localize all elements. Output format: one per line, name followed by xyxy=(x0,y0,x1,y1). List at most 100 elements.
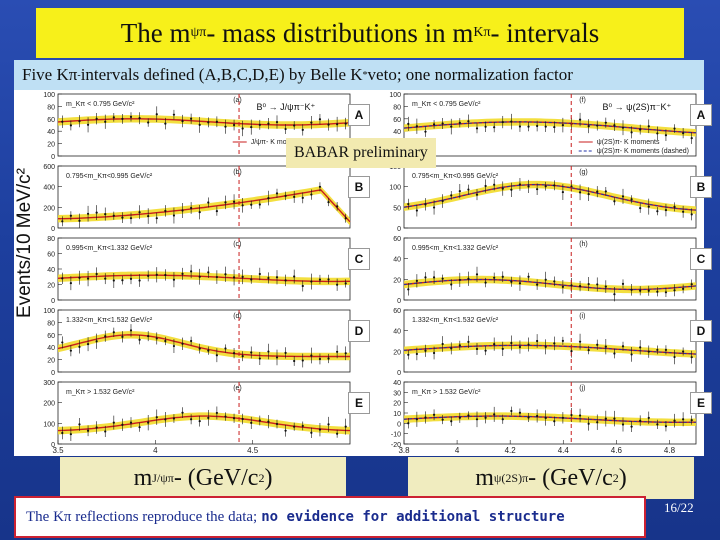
data-point xyxy=(510,188,513,191)
data-point xyxy=(561,123,564,127)
data-point xyxy=(86,123,90,126)
data-point xyxy=(250,351,253,354)
data-point xyxy=(518,411,522,414)
data-point xyxy=(432,123,436,126)
data-point xyxy=(407,122,410,125)
data-point xyxy=(129,277,133,280)
data-point xyxy=(215,210,218,213)
fit-curve-dashed xyxy=(403,121,697,134)
data-point xyxy=(86,212,90,215)
data-point xyxy=(336,283,339,286)
data-point xyxy=(327,278,330,281)
data-point xyxy=(501,347,504,350)
y-tick-label: 200 xyxy=(43,205,55,212)
x-tick-label: 4 xyxy=(153,446,158,455)
data-point xyxy=(327,123,330,126)
data-point xyxy=(536,124,539,128)
data-point xyxy=(138,338,141,341)
y-tick-label: 100 xyxy=(389,185,401,192)
data-point xyxy=(121,335,124,338)
y-tick-label: 0 xyxy=(397,298,401,305)
fit-curve xyxy=(57,118,351,126)
data-point xyxy=(275,356,279,359)
y-tick-label: 100 xyxy=(43,92,55,99)
data-point xyxy=(604,190,607,193)
data-point xyxy=(147,274,150,277)
data-point xyxy=(336,350,339,353)
x-axis-label-left: m J/ψπ - (GeV/c 2) xyxy=(60,457,346,499)
data-point xyxy=(415,418,418,421)
y-tick-label: 40 xyxy=(393,380,401,387)
data-point xyxy=(544,125,547,128)
interval-label-d: D xyxy=(348,320,370,342)
data-point xyxy=(112,214,115,217)
data-point xyxy=(164,209,167,212)
y-tick-label: 60 xyxy=(47,333,55,340)
data-point xyxy=(613,200,616,203)
data-point xyxy=(241,417,244,421)
data-point xyxy=(293,275,296,278)
data-point xyxy=(664,425,668,428)
y-tick-label: 100 xyxy=(43,308,55,315)
data-point xyxy=(138,426,141,429)
y-tick-label: 0 xyxy=(51,298,55,305)
data-point xyxy=(604,345,607,348)
data-point xyxy=(112,421,115,424)
data-point xyxy=(647,125,650,128)
interval-cut-label: m_Kπ < 0.795 GeV/c² xyxy=(66,101,135,108)
data-point xyxy=(284,429,287,432)
legend-entry: J/ψπ- K moments xyxy=(251,139,306,146)
data-point xyxy=(336,432,339,435)
data-point xyxy=(475,273,479,276)
data-point xyxy=(630,198,633,201)
data-point xyxy=(432,276,436,279)
data-point xyxy=(664,348,668,351)
data-point xyxy=(267,276,270,280)
data-point xyxy=(155,273,158,276)
data-point xyxy=(121,423,124,426)
data-point xyxy=(112,279,115,282)
data-point xyxy=(275,276,279,279)
interval-cut-label: m_Kπ > 1.532 GeV/c² xyxy=(412,389,481,396)
data-point xyxy=(190,206,193,210)
data-point xyxy=(310,431,313,434)
y-tick-label: 40 xyxy=(47,267,55,274)
interval-cut-label: m_Kπ < 0.795 GeV/c² xyxy=(412,101,481,108)
data-point xyxy=(690,137,693,140)
interval-cut-label: 0.795<m_Kπ<0.995 GeV/c² xyxy=(412,173,499,180)
x-tick-label: 4.6 xyxy=(611,446,623,455)
data-point xyxy=(527,416,530,419)
fit-curve-dashed xyxy=(403,415,696,423)
data-point xyxy=(293,359,296,363)
data-point xyxy=(121,216,124,219)
y-tick-label: 10 xyxy=(393,411,401,418)
data-point xyxy=(527,275,530,278)
data-point xyxy=(78,423,81,426)
data-point xyxy=(424,276,427,279)
data-point xyxy=(258,123,261,126)
data-point xyxy=(198,123,201,126)
panel-tag: (e) xyxy=(233,385,242,392)
data-point xyxy=(301,284,304,288)
data-point xyxy=(647,205,650,208)
data-point xyxy=(484,349,487,352)
data-point xyxy=(215,120,218,123)
data-point xyxy=(112,331,115,334)
y-tick-label: 20 xyxy=(393,277,401,284)
data-point xyxy=(536,188,539,191)
data-point xyxy=(682,418,685,421)
data-point xyxy=(224,125,227,128)
y-tick-label: 40 xyxy=(47,345,55,352)
data-point xyxy=(344,122,347,125)
y-tick-label: 60 xyxy=(393,117,401,124)
data-point xyxy=(621,195,625,198)
data-point xyxy=(621,345,625,348)
data-point xyxy=(121,279,124,282)
data-point xyxy=(284,127,287,131)
data-point xyxy=(450,194,453,197)
y-tick-label: 40 xyxy=(393,129,401,136)
data-point xyxy=(630,425,633,428)
data-point xyxy=(432,206,436,209)
data-point xyxy=(61,220,64,223)
data-point xyxy=(578,340,582,343)
